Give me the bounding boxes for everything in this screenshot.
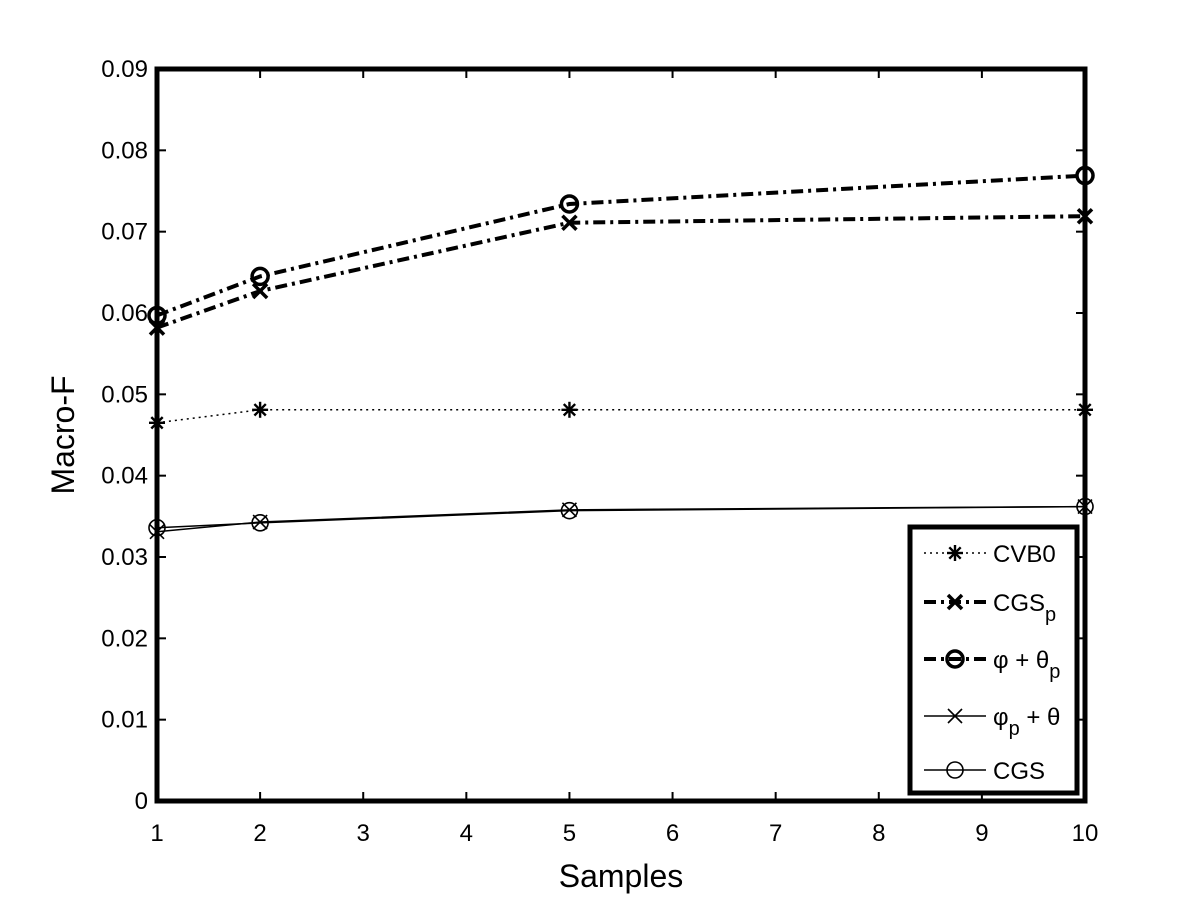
data-point (250, 266, 270, 287)
legend-entry: φp + θ (924, 704, 1060, 740)
y-tick-label: 0.09 (101, 56, 148, 83)
y-tick-label: 0.07 (101, 219, 148, 246)
y-tick-label: 0.08 (101, 137, 148, 164)
y-tick-label: 0 (135, 788, 148, 815)
data-point (561, 214, 578, 231)
legend-marker (946, 593, 964, 611)
x-tick-label: 7 (769, 820, 782, 847)
data-point (561, 502, 578, 518)
axis-ticks: 1 2 3 4 5 6 7 8 9 10 0 0.01 0.02 0.03 0.04 0.05 0.06 0.07… (101, 56, 1098, 847)
y-tick-label: 0.02 (101, 625, 148, 652)
y-tick-label: 0.04 (101, 463, 148, 490)
x-tick-label: 4 (460, 820, 473, 847)
x-tick-label: 2 (253, 820, 266, 847)
data-point (560, 501, 579, 520)
y-axis-title: Macro-F (45, 375, 81, 494)
x-tick-label: 6 (666, 820, 679, 847)
y-tick-label: 0.03 (101, 544, 148, 571)
data-point (252, 514, 268, 530)
x-tick-label: 3 (357, 820, 370, 847)
legend-marker (946, 761, 964, 779)
series-line (156, 173, 1086, 318)
legend-entry: CGSp (924, 590, 1056, 626)
data-point (251, 514, 269, 532)
data-point (251, 282, 269, 300)
legend-marker (945, 649, 965, 669)
x-tick-label: 5 (563, 820, 576, 847)
legend-entry: φ + θp (924, 647, 1060, 683)
series-lines (147, 165, 1095, 540)
x-tick-label: 1 (150, 820, 163, 847)
legend-label: CVB0 (993, 541, 1056, 568)
x-tick-label: 9 (975, 820, 988, 847)
data-point (559, 194, 580, 214)
legend-marker (947, 545, 963, 561)
legend-label: φp + θ (993, 704, 1060, 740)
series-line (156, 409, 1085, 424)
legend-label: CGS (993, 758, 1045, 785)
x-axis-title: Samples (559, 858, 684, 894)
series-line (156, 505, 1086, 529)
y-tick-label: 0.06 (101, 300, 148, 327)
series-line (156, 214, 1086, 330)
legend-entry: CGS (924, 758, 1045, 785)
legend-box (907, 524, 1080, 796)
legend-label: CGSp (993, 590, 1056, 626)
y-tick-label: 0.01 (101, 707, 148, 734)
x-tick-label: 10 (1072, 820, 1099, 847)
y-tick-label: 0.05 (101, 381, 148, 408)
data-point (561, 401, 578, 418)
data-point (252, 401, 269, 418)
legend-label: φ + θp (993, 647, 1060, 683)
legend: CVB0 CGSp φ + θp φp + θ CGS (907, 524, 1080, 796)
axes-frame (154, 66, 1088, 804)
legend-marker (947, 708, 963, 724)
x-tick-label: 8 (872, 820, 885, 847)
legend-entry: CVB0 (924, 541, 1056, 568)
